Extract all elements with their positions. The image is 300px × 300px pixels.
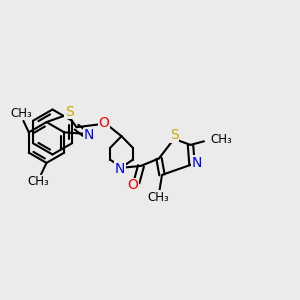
Text: N: N [191, 156, 202, 170]
Text: O: O [99, 116, 110, 130]
Text: CH₃: CH₃ [147, 191, 169, 204]
Text: CH₃: CH₃ [10, 107, 32, 120]
Text: N: N [84, 128, 94, 142]
Text: S: S [64, 105, 74, 118]
Text: CH₃: CH₃ [28, 175, 50, 188]
Text: CH₃: CH₃ [210, 133, 232, 146]
Text: S: S [169, 128, 178, 142]
Text: N: N [115, 162, 125, 176]
Text: O: O [128, 178, 138, 192]
